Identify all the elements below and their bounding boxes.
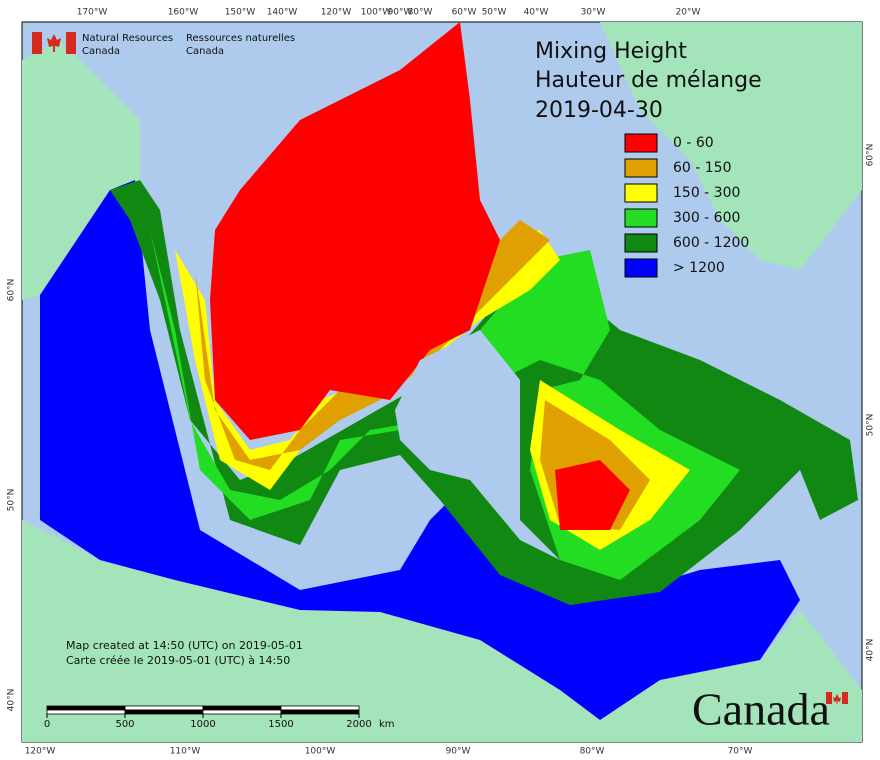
scale-label: 1500: [268, 719, 293, 730]
title: Mixing Height: [535, 39, 687, 64]
graticule-label: 60°W: [452, 8, 477, 18]
wordmark-flag: [826, 692, 848, 704]
mixing-height-field: [40, 22, 858, 720]
scale-label: 1000: [190, 719, 215, 730]
title: Hauteur de mélange: [535, 68, 762, 93]
scale-segment: [46, 709, 126, 715]
graticule-label: 90°W: [388, 8, 413, 18]
scale-segment: [202, 709, 282, 715]
graticule-label: 150°W: [225, 8, 256, 18]
legend-swatch: [624, 233, 658, 253]
legend-swatch: [624, 158, 658, 178]
org-en: Canada: [82, 46, 120, 57]
scale-segment: [46, 705, 126, 711]
graticule-label: 70°W: [728, 747, 753, 757]
scale-segment: [124, 709, 204, 715]
legend-label: 60 - 150: [673, 160, 732, 176]
legend-swatch: [624, 258, 658, 278]
graticule-label: 20°W: [676, 8, 701, 18]
org-flag: [32, 32, 76, 54]
scale-segment: [280, 705, 360, 711]
legend-label: 0 - 60: [673, 135, 714, 151]
org-fr: Canada: [186, 46, 224, 57]
graticule-label: 100°W: [305, 747, 336, 757]
graticule-label: 80°W: [408, 8, 433, 18]
foreign-land: [22, 22, 862, 742]
note: Carte créée le 2019-05-01 (UTC) à 14:50: [66, 654, 290, 667]
legend-swatch: [624, 183, 658, 203]
graticule-label: 120°W: [321, 8, 352, 18]
graticule-label: 110°W: [170, 747, 201, 757]
graticule-label: 120°W: [25, 747, 56, 757]
legend-label: 300 - 600: [673, 210, 740, 226]
title: 2019-04-30: [535, 98, 663, 123]
scale-label: 2000: [346, 719, 371, 730]
graticule-label: 50°N: [866, 414, 876, 437]
org-fr: Ressources naturelles: [186, 33, 295, 44]
wordmark: Canada: [692, 684, 830, 735]
legend-label: > 1200: [673, 260, 725, 276]
graticule-label: 40°W: [524, 8, 549, 18]
scale-unit: km: [379, 719, 395, 730]
graticule-label: 170°W: [77, 8, 108, 18]
scale-label: 0: [44, 719, 50, 730]
legend-label: 150 - 300: [673, 185, 740, 201]
graticule-label: 60°N: [866, 144, 876, 167]
note: Map created at 14:50 (UTC) on 2019-05-01: [66, 639, 303, 652]
graticule-label: 90°W: [446, 747, 471, 757]
org-en: Natural Resources: [82, 33, 173, 44]
graticule-label: 140°W: [267, 8, 298, 18]
scale-segment: [202, 705, 282, 711]
scale-label: 500: [115, 719, 134, 730]
scale-segment: [124, 705, 204, 711]
graticule-label: 80°W: [580, 747, 605, 757]
legend-swatch: [624, 133, 658, 153]
graticule-label: 40°N: [866, 639, 876, 662]
graticule-label: 40°N: [7, 689, 17, 712]
legend-label: 600 - 1200: [673, 235, 749, 251]
legend-swatch: [624, 208, 658, 228]
scale-segment: [280, 709, 360, 715]
graticule-label: 50°W: [482, 8, 507, 18]
graticule-label: 50°N: [7, 489, 17, 512]
graticule-label: 100°W: [361, 8, 392, 18]
graticule-label: 160°W: [168, 8, 199, 18]
graticule-label: 30°W: [581, 8, 606, 18]
graticule-label: 60°N: [7, 279, 17, 302]
